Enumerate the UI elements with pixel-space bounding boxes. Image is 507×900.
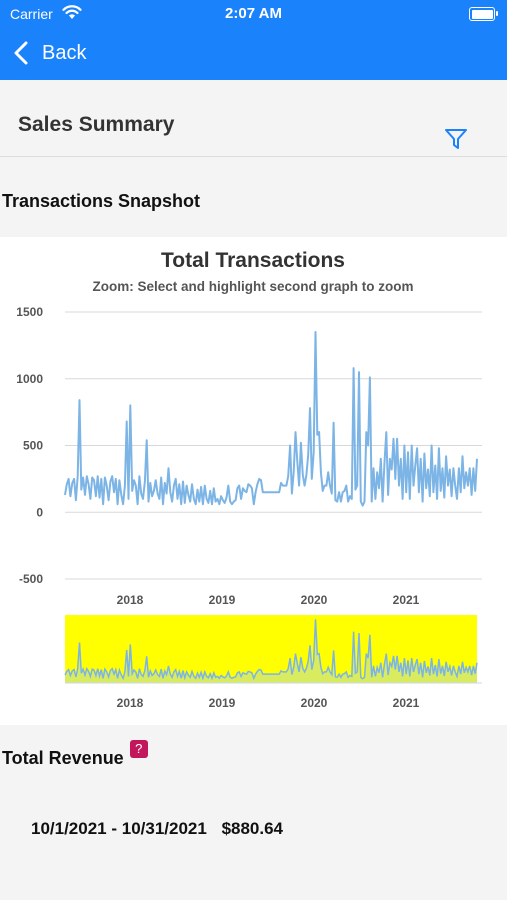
y-tick-label: 1500 [16,305,43,319]
revenue-amount: $880.64 [221,819,284,838]
navigator-x-tick-label: 2020 [301,696,328,710]
carrier-label: Carrier [10,6,53,22]
transactions-series-line [64,331,478,507]
transactions-chart[interactable]: Total Transactions Zoom: Select and high… [0,237,507,725]
back-label: Back [42,41,87,64]
x-tick-label: 2021 [393,593,420,607]
status-bar: Carrier 2:07 AM [0,0,507,28]
navigator-series-area [65,619,477,683]
chart-subtitle: Zoom: Select and highlight second graph … [92,279,413,294]
filter-icon[interactable] [443,126,469,152]
status-time: 2:07 AM [225,5,282,22]
x-tick-label: 2018 [117,593,144,607]
revenue-date-range: 10/1/2021 - 10/31/2021 [31,819,207,838]
y-tick-label: -500 [19,572,43,586]
y-tick-label: 500 [23,439,43,453]
y-tick-label: 1000 [16,372,43,386]
snapshot-section-title: Transactions Snapshot [2,191,201,211]
revenue-row: 10/1/2021 - 10/31/2021 $880.64 [31,819,283,839]
navigator-x-tick-label: 2021 [393,696,420,710]
help-icon[interactable]: ? [129,740,148,758]
y-tick-label: 0 [36,505,43,519]
page-title: Sales Summary [18,113,175,136]
navigator-x-tick-label: 2019 [209,696,236,710]
page-header: Sales Summary [0,80,507,157]
nav-bar: Back [0,28,507,80]
navigator-series-line [64,619,478,681]
wifi-icon [62,5,82,19]
chevron-left-icon [14,41,28,65]
back-button[interactable]: Back [14,36,86,70]
battery-icon [469,7,498,21]
chart-title: Total Transactions [161,249,345,272]
x-tick-label: 2020 [301,593,328,607]
transactions-chart-svg[interactable]: Total Transactions Zoom: Select and high… [0,237,507,725]
x-tick-label: 2019 [209,593,236,607]
revenue-section-title: Total Revenue [2,748,124,768]
navigator-x-tick-label: 2018 [117,696,144,710]
revenue-section: Total Revenue ? [2,740,148,769]
